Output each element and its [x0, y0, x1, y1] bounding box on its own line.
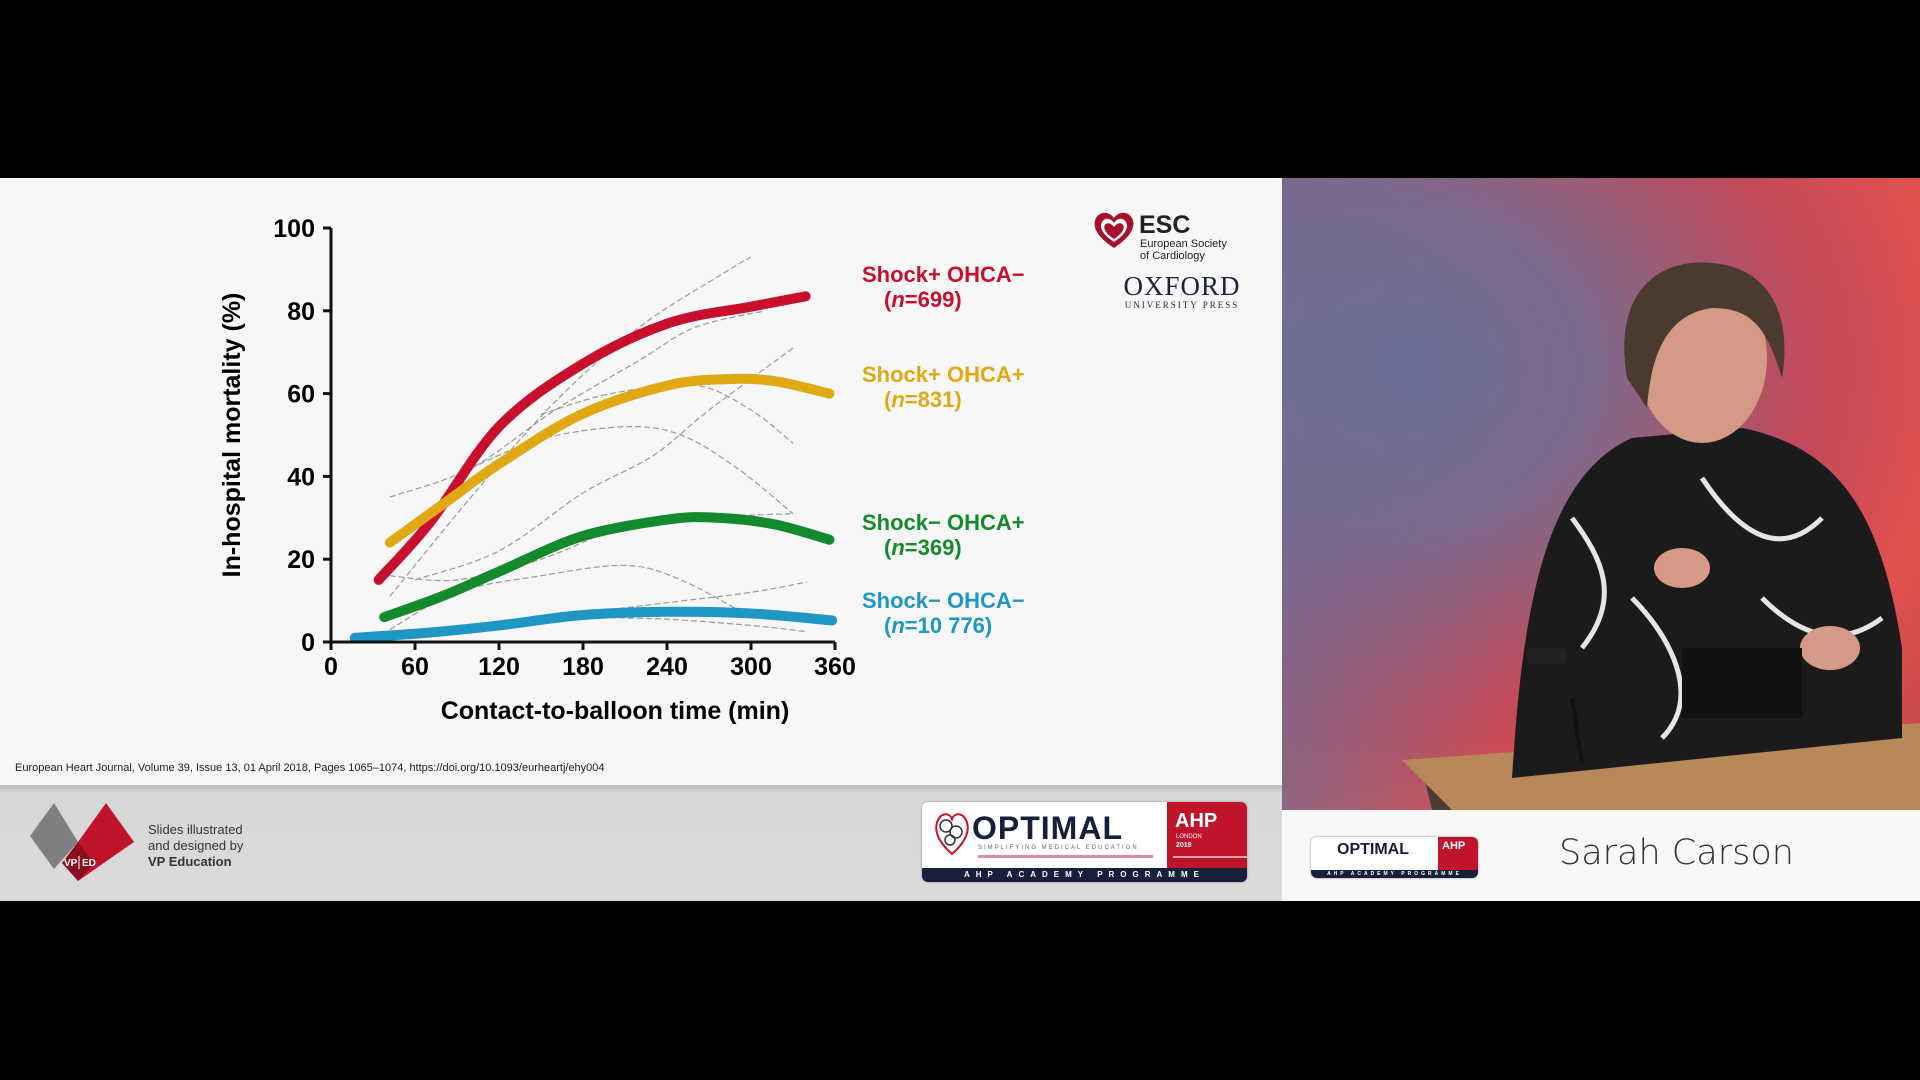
vped-line1: Slides illustrated [148, 822, 243, 837]
ahp-year: 2019 [1176, 842, 1192, 849]
optimal-tagline: SIMPLIFYING MEDICAL EDUCATION [978, 845, 1139, 851]
oxford-sub: UNIVERSITY PRESS [1124, 300, 1240, 310]
confidence-bound-line [582, 616, 808, 633]
programme-band-small: AHP ACADEMY PROGRAMME [1311, 870, 1478, 878]
optimal-word-small: OPTIMAL [1337, 841, 1409, 858]
x-tick-label: 360 [814, 653, 856, 681]
optimal-ahp-logo-small: OPTIMAL AHP AHP ACADEMY PROGRAMME [1311, 837, 1478, 878]
y-tick-label: 60 [287, 381, 315, 409]
series-line [379, 512, 835, 623]
optimal-ahp-logo: OPTIMAL SIMPLIFYING MEDICAL EDUCATION AH… [922, 802, 1247, 882]
vped-logo: VP ED [30, 803, 134, 881]
vped-mark-right: ED [82, 858, 96, 869]
legend-label: Shock+ OHCA+ [862, 362, 1025, 387]
citation: European Heart Journal, Volume 39, Issue… [15, 762, 605, 774]
vped-line3: VP Education [148, 854, 232, 869]
vped-line2: and designed by [148, 838, 244, 853]
x-tick-label: 300 [730, 653, 772, 681]
heart-icon [1094, 212, 1134, 248]
y-tick-label: 0 [301, 629, 315, 657]
legend-label: Shock− OHCA+ [862, 510, 1025, 535]
y-tick-label: 40 [287, 463, 315, 491]
esc-logo: ESC European Society of Cardiology [1092, 210, 1262, 266]
ahp-city: LONDON [1176, 834, 1202, 840]
series-lines [349, 291, 838, 643]
x-tick-label: 240 [646, 653, 688, 681]
y-axis-title: In-hospital mortality (%) [218, 293, 246, 578]
confidence-bound-line [389, 310, 766, 498]
legend-sample-size: (n=369) [884, 535, 962, 560]
confidence-bound-line [389, 564, 752, 631]
brain-heart-icon [935, 813, 969, 856]
legend-sample-size: (n=831) [884, 387, 962, 412]
x-tick-label: 60 [401, 653, 429, 681]
legend-sample-size: (n=10 776) [884, 613, 993, 638]
legend-entry: Shock− OHCA+ (n=369) [862, 510, 1025, 560]
oxford-logo: OXFORD UNIVERSITY PRESS [1104, 272, 1260, 310]
x-tick-label: 180 [562, 653, 604, 681]
speaker-name: Sarah Carson [1559, 833, 1794, 873]
y-tick-label: 100 [273, 215, 315, 243]
speaker-video [1282, 178, 1920, 810]
slide [0, 178, 1282, 785]
x-axis-title: Contact-to-balloon time (min) [441, 697, 790, 725]
speaker-figure [1402, 262, 1920, 810]
series-line [349, 606, 838, 643]
legend-sample-size: (n=699) [884, 287, 962, 312]
programme-band: AHP ACADEMY PROGRAMME [922, 868, 1247, 882]
optimal-word: OPTIMAL [972, 810, 1123, 846]
y-tick-label: 80 [287, 298, 315, 326]
y-tick-label: 20 [287, 546, 315, 574]
series-line [384, 373, 835, 548]
confidence-bound-line [582, 581, 808, 614]
legend-label: Shock− OHCA− [862, 588, 1025, 613]
esc-name: ESC [1139, 211, 1191, 239]
x-tick-label: 120 [478, 653, 520, 681]
legend-label: Shock+ OHCA− [862, 262, 1025, 287]
confidence-bounds [389, 256, 808, 633]
oxford-name: OXFORD [1123, 271, 1241, 301]
ahp-label: AHP [1175, 810, 1218, 832]
confidence-bound-line [414, 347, 794, 581]
ahp-label-small: AHP [1442, 840, 1466, 852]
vped-credit: Slides illustrated and designed by VP Ed… [148, 822, 243, 870]
x-tick-label: 0 [324, 653, 338, 681]
legend-entry: Shock+ OHCA− (n=699) [862, 262, 1025, 312]
legend-entry: Shock+ OHCA+ (n=831) [862, 362, 1025, 412]
axes: 0 60 120 180 240 300 360 0 20 40 60 80 100 [273, 215, 856, 681]
esc-line2: of Cardiology [1140, 250, 1205, 262]
mortality-chart: 0 60 120 180 240 300 360 0 20 40 60 80 100 In-hospit… [218, 215, 856, 725]
vped-mark-left: VP [64, 858, 78, 869]
series-line [373, 291, 811, 585]
legend-entry: Shock− OHCA− (n=10 776) [862, 588, 1025, 638]
confidence-bound-line [389, 256, 752, 597]
esc-line1: European Society [1140, 238, 1227, 250]
